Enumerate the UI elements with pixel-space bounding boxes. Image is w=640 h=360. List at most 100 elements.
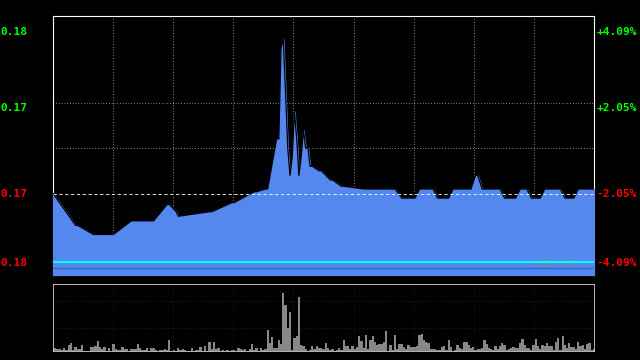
Bar [134, 348, 137, 351]
Text: 0.17: 0.17 [1, 189, 28, 199]
Bar [403, 347, 405, 351]
Bar [568, 343, 570, 351]
Bar [70, 343, 72, 351]
Bar [428, 343, 429, 351]
Bar [164, 349, 166, 351]
Bar [522, 339, 524, 351]
Bar [450, 347, 452, 351]
Bar [349, 349, 351, 351]
Bar [340, 350, 342, 351]
Bar [552, 350, 555, 351]
Bar [108, 348, 110, 351]
Bar [376, 345, 378, 351]
Bar [324, 343, 327, 351]
Bar [77, 349, 79, 351]
Bar [275, 348, 278, 351]
Bar [474, 350, 477, 351]
Bar [374, 342, 376, 351]
Bar [356, 347, 358, 351]
Bar [124, 350, 125, 351]
Bar [432, 349, 434, 351]
Bar [555, 342, 557, 351]
Bar [414, 347, 416, 351]
Bar [582, 346, 584, 351]
Bar [52, 349, 54, 351]
Bar [269, 343, 271, 351]
Text: +2.05%: +2.05% [596, 103, 637, 113]
Bar [586, 344, 588, 351]
Bar [434, 349, 436, 351]
Bar [530, 350, 532, 351]
Bar [227, 350, 228, 351]
Bar [282, 293, 284, 351]
Bar [345, 346, 347, 351]
Bar [104, 347, 106, 351]
Bar [146, 348, 148, 351]
Bar [130, 348, 132, 351]
Bar [240, 349, 242, 351]
Bar [251, 345, 253, 351]
Bar [177, 348, 179, 351]
Bar [543, 346, 546, 351]
Bar [296, 337, 298, 351]
Bar [385, 331, 387, 351]
Bar [372, 336, 374, 351]
Bar [575, 349, 577, 351]
Bar [97, 341, 99, 351]
Bar [510, 348, 513, 351]
Bar [152, 348, 155, 351]
Bar [278, 340, 280, 351]
Bar [271, 337, 273, 351]
Bar [253, 350, 255, 351]
Bar [468, 345, 470, 351]
Bar [541, 345, 543, 351]
Bar [577, 342, 579, 351]
Bar [416, 346, 419, 351]
Bar [200, 347, 202, 351]
Bar [441, 347, 443, 351]
Bar [125, 349, 128, 351]
Bar [588, 343, 591, 351]
Bar [291, 350, 293, 351]
Bar [564, 345, 566, 351]
Bar [483, 340, 486, 351]
Bar [155, 350, 157, 351]
Bar [72, 350, 74, 351]
Bar [293, 338, 296, 351]
Bar [390, 345, 392, 351]
Bar [280, 344, 282, 351]
Bar [584, 349, 586, 351]
Bar [524, 345, 526, 351]
Bar [497, 350, 499, 351]
Bar [519, 343, 522, 351]
Bar [401, 343, 403, 351]
Bar [139, 348, 141, 351]
Bar [354, 348, 356, 351]
Bar [445, 350, 447, 351]
Bar [222, 350, 224, 351]
Bar [539, 349, 541, 351]
Bar [591, 350, 593, 351]
Bar [302, 346, 305, 351]
Bar [429, 349, 432, 351]
Bar [495, 346, 497, 351]
Bar [255, 348, 257, 351]
Bar [570, 347, 573, 351]
Bar [101, 350, 104, 351]
Bar [209, 342, 211, 351]
Bar [336, 350, 338, 351]
Bar [184, 350, 186, 351]
Bar [447, 339, 450, 351]
Bar [79, 349, 81, 351]
Bar [517, 348, 519, 351]
Bar [311, 346, 314, 351]
Bar [320, 348, 323, 351]
Bar [407, 345, 410, 351]
Bar [593, 348, 595, 351]
Bar [141, 350, 143, 351]
Bar [264, 348, 266, 351]
Bar [150, 348, 152, 351]
Bar [191, 348, 193, 351]
Bar [412, 347, 414, 351]
Bar [59, 349, 61, 351]
